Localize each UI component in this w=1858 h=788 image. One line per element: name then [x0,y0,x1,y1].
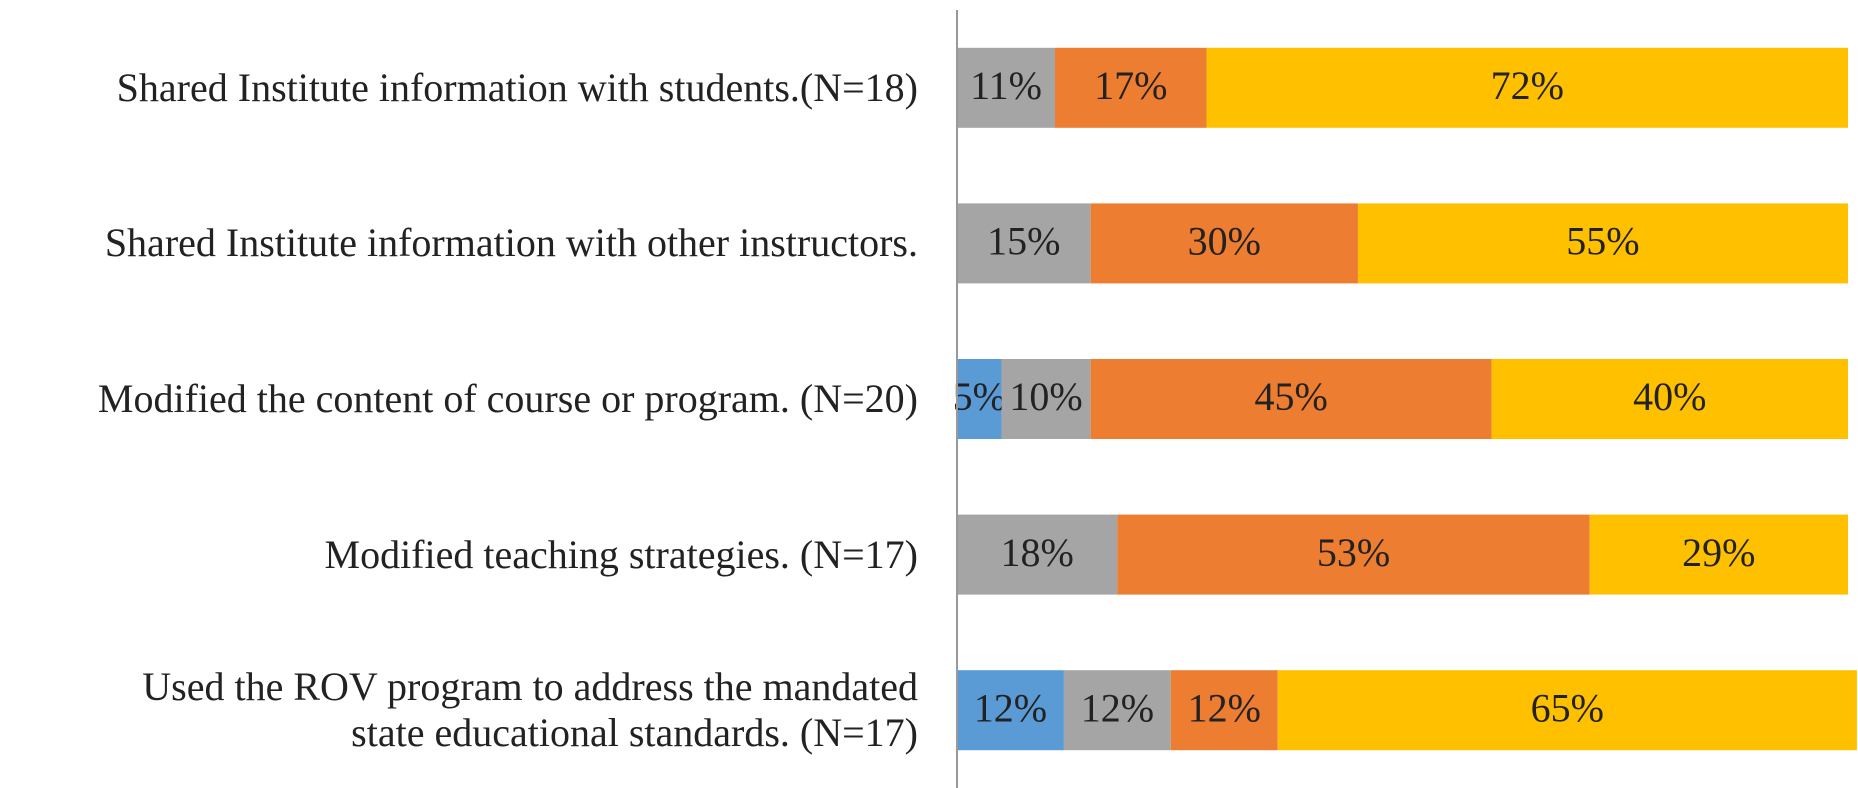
data-label: 29% [1682,530,1755,575]
category-label: Modified teaching strategies. (N=17) [324,531,919,577]
category-label: Shared Institute information with studen… [116,64,918,110]
bar-segment [957,670,1064,751]
bar-segment [1277,670,1857,751]
data-label: 45% [1254,374,1327,419]
data-label: 65% [1531,685,1604,730]
bar-segment [957,514,1118,595]
data-label: 12% [974,685,1047,730]
data-label: 11% [970,63,1042,108]
bar-segment [957,359,1002,439]
bar-segment [957,203,1091,284]
category-label: Modified the content of course or progra… [97,376,918,421]
category-label: Used the ROV program to address the mand… [142,664,918,756]
data-label: 17% [1094,63,1167,108]
data-label: 12% [1188,685,1261,730]
data-label: 10% [1009,374,1082,419]
data-label: 18% [1001,530,1074,575]
data-label: 40% [1633,374,1706,419]
bar-segment [1063,670,1171,751]
bar-segment [1055,47,1207,128]
data-label: 12% [1081,685,1154,730]
bar-segment [957,47,1056,128]
bar-segment [1170,670,1278,751]
bar-segment [1491,359,1848,439]
bar-segment [1589,514,1848,595]
data-label: 30% [1188,219,1261,264]
category-label: Shared Institute information with other … [104,220,918,266]
data-label: 15% [987,219,1060,264]
bar-segment [1090,203,1358,284]
bar-segment [1090,359,1492,439]
bar-segment [1357,203,1848,284]
bar-segment [1001,359,1091,439]
bar-segment [1117,514,1590,595]
bar-segment [1206,47,1848,128]
data-label: 72% [1491,63,1564,108]
data-label: 55% [1566,219,1639,264]
data-label: 53% [1317,530,1390,575]
data-label: 5% [953,374,1006,419]
